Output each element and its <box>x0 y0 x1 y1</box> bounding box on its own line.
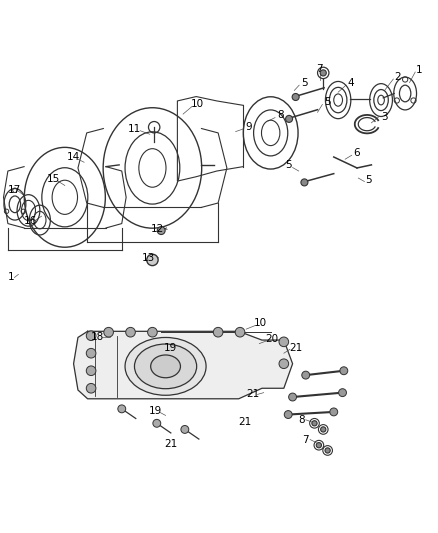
Text: 19: 19 <box>149 406 162 416</box>
Circle shape <box>301 179 308 186</box>
Circle shape <box>321 427 326 432</box>
Circle shape <box>86 366 96 376</box>
Circle shape <box>86 349 96 358</box>
Text: 3: 3 <box>381 112 388 122</box>
Circle shape <box>330 408 338 416</box>
Text: 1: 1 <box>7 272 14 282</box>
Text: 5: 5 <box>324 97 331 107</box>
Text: 15: 15 <box>47 174 60 184</box>
Text: 4: 4 <box>347 78 354 88</box>
Text: 18: 18 <box>91 332 104 342</box>
Circle shape <box>289 393 297 401</box>
Circle shape <box>284 410 292 418</box>
Text: 21: 21 <box>247 389 260 399</box>
Circle shape <box>86 383 96 393</box>
Circle shape <box>302 371 310 379</box>
Text: 17: 17 <box>7 185 21 195</box>
Circle shape <box>286 115 293 123</box>
Text: 21: 21 <box>289 343 302 352</box>
Text: 7: 7 <box>302 434 309 445</box>
Text: 10: 10 <box>254 318 267 328</box>
Text: 13: 13 <box>142 253 155 263</box>
Text: 14: 14 <box>67 152 80 162</box>
Circle shape <box>235 327 245 337</box>
Ellipse shape <box>151 355 180 378</box>
Circle shape <box>157 227 165 235</box>
Text: 7: 7 <box>316 63 323 74</box>
Circle shape <box>213 327 223 337</box>
Circle shape <box>118 405 126 413</box>
Ellipse shape <box>134 344 197 389</box>
Text: 9: 9 <box>245 122 252 132</box>
Text: 21: 21 <box>164 439 177 449</box>
Circle shape <box>148 327 157 337</box>
Circle shape <box>320 70 326 76</box>
Text: 12: 12 <box>151 224 164 235</box>
Circle shape <box>279 359 289 368</box>
Text: 16: 16 <box>24 215 37 225</box>
Circle shape <box>147 254 158 265</box>
Text: 19: 19 <box>164 343 177 352</box>
Text: 6: 6 <box>353 149 360 158</box>
Text: 5: 5 <box>365 175 372 185</box>
Circle shape <box>104 327 113 337</box>
Text: 1: 1 <box>416 65 423 75</box>
Polygon shape <box>74 332 293 399</box>
Ellipse shape <box>125 337 206 395</box>
Circle shape <box>340 367 348 375</box>
Circle shape <box>316 442 321 448</box>
Circle shape <box>86 331 96 341</box>
Circle shape <box>292 93 299 101</box>
Text: 2: 2 <box>394 72 401 82</box>
Text: 8: 8 <box>298 415 305 425</box>
Circle shape <box>325 448 330 453</box>
Circle shape <box>339 389 346 397</box>
Circle shape <box>126 327 135 337</box>
Text: 10: 10 <box>191 99 204 109</box>
Text: 11: 11 <box>128 124 141 134</box>
Text: 20: 20 <box>265 334 278 344</box>
Text: 5: 5 <box>301 78 308 88</box>
Text: 5: 5 <box>285 160 292 170</box>
Circle shape <box>312 421 317 426</box>
Circle shape <box>279 337 289 346</box>
Circle shape <box>181 425 189 433</box>
Circle shape <box>153 419 161 427</box>
Text: 21: 21 <box>239 417 252 427</box>
Text: 8: 8 <box>277 110 284 120</box>
